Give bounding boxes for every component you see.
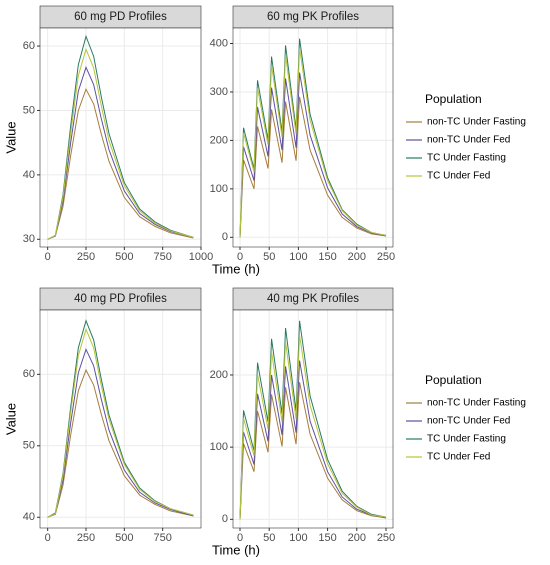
series-line [47,47,194,240]
x-tick-label: 0 [45,251,51,263]
legend-label: non-TC Under Fed [427,135,510,146]
x-tick-label: 250 [377,251,395,263]
series-line [47,65,194,240]
y-tick-label: 0 [222,231,228,243]
x-axis-title: Time (h) [212,261,260,276]
plot-border [232,309,394,529]
plot-bg [233,28,393,247]
x-tick-label: 200 [348,251,366,263]
y-tick-label: 40 [23,169,35,181]
y-tick-label: 0 [222,513,228,525]
legend-label: TC Under Fed [427,171,490,182]
x-tick-label: 200 [348,532,366,544]
x-tick-label: 50 [263,532,275,544]
y-tick-label: 100 [210,441,228,453]
legend-label: non-TC Under Fed [427,416,510,427]
series-line [47,87,194,240]
y-tick-label: 300 [210,86,228,98]
series-line [239,72,387,238]
panel-title: 40 mg PK Profiles [267,293,359,305]
x-tick-label: 250 [77,251,95,263]
x-tick-label: 500 [115,532,133,544]
series-line [239,48,387,238]
x-tick-label: 500 [115,251,133,263]
legend-label: non-TC Under Fasting [427,117,526,128]
y-tick-label: 30 [23,233,35,245]
legend-title: Population [425,373,482,387]
plot-border [39,27,202,248]
panel-title: 40 mg PD Profiles [74,293,167,305]
x-axis-title: Time (h) [212,542,260,557]
y-tick-label: 400 [210,37,228,49]
x-tick-label: 750 [153,532,171,544]
series-line [239,335,387,520]
x-tick-label: 100 [289,251,307,263]
x-tick-label: 750 [153,251,171,263]
legend-label: TC Under Fed [427,452,490,463]
plot-bg [40,310,201,528]
panel-title: 60 mg PD Profiles [74,11,167,23]
series-line [239,96,387,238]
plot-bg [40,28,201,247]
series-line [47,368,194,518]
series-line [239,382,387,520]
legend-label: non-TC Under Fasting [427,398,526,409]
series-line [47,327,194,518]
y-tick-label: 200 [210,134,228,146]
series-line [239,360,387,520]
legend-label: TC Under Fasting [427,153,506,164]
y-tick-label: 200 [210,369,228,381]
series-line [47,347,194,518]
panel-title: 60 mg PK Profiles [267,11,359,23]
y-tick-label: 50 [23,104,35,116]
x-tick-label: 0 [237,251,243,263]
x-tick-label: 150 [318,251,336,263]
y-axis-title: Value [3,121,18,153]
y-tick-label: 60 [23,40,35,52]
x-tick-label: 100 [289,532,307,544]
plot-border [39,309,202,529]
y-axis-title: Value [3,403,18,435]
x-tick-label: 250 [77,532,95,544]
y-tick-label: 40 [23,511,35,523]
x-tick-label: 250 [377,532,395,544]
x-tick-label: 50 [263,251,275,263]
plot-border [232,27,394,248]
legend-label: TC Under Fasting [427,434,506,445]
x-tick-label: 150 [318,532,336,544]
y-tick-label: 100 [210,183,228,195]
x-tick-label: 0 [237,532,243,544]
x-tick-label: 1000 [189,251,213,263]
legend-title: Population [425,92,482,106]
y-tick-label: 50 [23,440,35,452]
x-tick-label: 0 [45,532,51,544]
y-tick-label: 60 [23,368,35,380]
